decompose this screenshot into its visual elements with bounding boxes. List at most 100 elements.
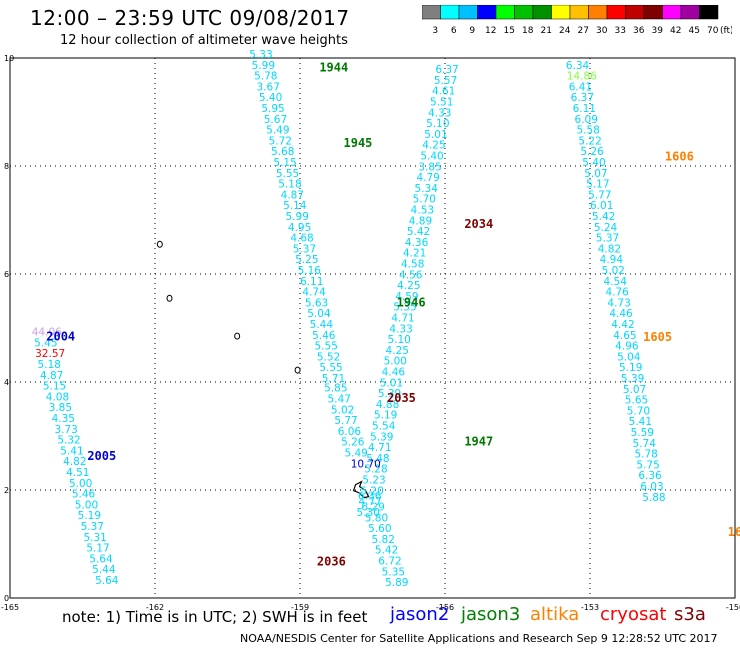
pass-time-label: 2005 xyxy=(87,449,116,463)
wave-height-value: 5.20 xyxy=(360,485,383,497)
wave-height-value: 5.14 xyxy=(283,200,307,212)
pass-time-label: 160 xyxy=(728,525,740,539)
wave-height-value: 4.33 xyxy=(428,107,451,119)
wave-height-value: 4.59 xyxy=(395,291,418,303)
wave-height-value: 4.25 xyxy=(397,280,420,292)
satellite-legend-jason2: jason2 xyxy=(390,604,450,625)
wave-height-value: 5.15 xyxy=(273,157,296,169)
wave-height-value: 4.73 xyxy=(607,297,630,309)
wave-height-value: 5.37 xyxy=(81,521,104,533)
wave-height-value: 5.74 xyxy=(633,438,657,450)
wave-height-map: -165 -162 -159 -156 -153 -150 0 2 4 6 8 10 44.065.45… xyxy=(1,49,740,610)
wave-height-value: 4.61 xyxy=(432,86,455,98)
legend-label-24: 24 xyxy=(559,26,571,36)
wave-height-value: 6.09 xyxy=(575,114,598,126)
wave-height-value: 5.39 xyxy=(370,431,393,443)
wave-height-value: 5.07 xyxy=(584,168,607,180)
wave-height-value: 4.88 xyxy=(376,399,399,411)
wave-height-value: 5.18 xyxy=(38,359,61,371)
pass-time-label: 1606 xyxy=(665,150,694,164)
wave-height-value: 14.86 xyxy=(567,71,597,83)
legend-label-18: 18 xyxy=(522,26,534,36)
legend-label-15: 15 xyxy=(504,26,515,36)
wave-height-value: 5.19 xyxy=(78,510,101,522)
wave-height-value: 5.35 xyxy=(382,566,405,578)
wave-height-value: 5.72 xyxy=(269,135,292,147)
wave-height-value: 5.49 xyxy=(344,448,367,460)
page-subtitle: 12 hour collection of altimeter wave hei… xyxy=(60,33,348,48)
wave-height-value: 5.40 xyxy=(420,151,443,163)
wave-height-value: 4.53 xyxy=(411,205,434,217)
wave-height-value: 5.48 xyxy=(366,453,389,465)
legend-label-70: 70 xyxy=(707,26,719,36)
wave-height-value: 4.25 xyxy=(386,345,409,357)
wave-height-value: 5.28 xyxy=(364,464,387,476)
wave-height-value: 4.82 xyxy=(598,243,621,255)
legend-unit: (ft) xyxy=(720,26,732,36)
satellite-legend-altika: altika xyxy=(530,604,580,625)
satellite-legend-jason3: jason3 xyxy=(461,604,521,625)
wave-height-value: 5.68 xyxy=(271,146,294,158)
legend-label-36: 36 xyxy=(633,26,645,36)
wave-height-value: 4.68 xyxy=(290,233,313,245)
wave-height-value: 3.85 xyxy=(418,161,441,173)
island-outline xyxy=(294,366,301,374)
y-tick-label: 0 xyxy=(4,594,9,603)
wave-height-value: 5.00 xyxy=(75,499,98,511)
pass-time-label: 2035 xyxy=(387,391,416,405)
wave-height-value: 5.17 xyxy=(86,543,109,555)
wave-height-value: 5.10 xyxy=(426,118,449,130)
wave-height-value: 5.42 xyxy=(407,226,430,238)
wave-height-value: 5.85 xyxy=(324,383,347,395)
legend-label-39: 39 xyxy=(652,26,664,36)
wave-height-value: 6.41 xyxy=(569,81,592,93)
x-tick-label: -153 xyxy=(581,603,599,610)
wave-height-value: 5.64 xyxy=(89,553,113,565)
wave-height-value: 3.73 xyxy=(54,424,77,436)
y-tick-label: 6 xyxy=(4,270,9,279)
wave-height-value: 5.37 xyxy=(596,233,619,245)
wave-height-value: 4.25 xyxy=(422,140,445,152)
wave-height-value: 5.59 xyxy=(631,427,654,439)
wave-height-value: 6.34 xyxy=(566,60,590,72)
wave-height-value: 5.42 xyxy=(375,545,398,557)
wave-height-value: 5.89 xyxy=(385,577,408,589)
y-tick-label: 4 xyxy=(4,378,9,387)
legend-label-9: 9 xyxy=(469,26,475,36)
wave-height-value: 5.57 xyxy=(434,75,457,87)
x-tick-label: -150 xyxy=(726,603,740,610)
wave-height-value: 6.36 xyxy=(358,491,382,503)
legend-label-27: 27 xyxy=(578,26,589,36)
wave-height-value: 5.22 xyxy=(578,135,601,147)
pass-time-label: 1944 xyxy=(319,61,348,75)
wave-height-value: 4.58 xyxy=(401,259,424,271)
island-outline xyxy=(166,294,173,302)
wave-height-value: 4.87 xyxy=(281,189,304,201)
pass-time-label: 2004 xyxy=(46,329,75,343)
legend-label-3: 3 xyxy=(432,26,438,36)
wave-height-value: 5.39 xyxy=(621,373,644,385)
wave-height-value: 5.77 xyxy=(588,189,611,201)
wave-height-value: 4.08 xyxy=(46,391,69,403)
page-title: 12:00 – 23:59 UTC 09/08/2017 xyxy=(30,6,350,30)
wave-height-value: 5.01 xyxy=(380,377,403,389)
wave-height-value: 5.02 xyxy=(602,265,625,277)
wave-height-value: 5.58 xyxy=(576,125,599,137)
wave-height-value: 5.46 xyxy=(72,489,96,501)
legend-label-42: 42 xyxy=(670,26,681,36)
wave-height-value: 5.51 xyxy=(430,97,453,109)
wave-height-value: 6.36 xyxy=(638,470,662,482)
wave-height-value: 4.94 xyxy=(600,254,624,266)
satellite-legend-s3a: s3a xyxy=(674,604,706,625)
wave-height-value: 5.41 xyxy=(629,416,652,428)
island-outline xyxy=(352,480,370,499)
legend-label-21: 21 xyxy=(541,26,552,36)
wave-height-value: 6.29 xyxy=(361,502,384,514)
wave-height-value: 5.46 xyxy=(312,330,336,342)
wave-height-value: 5.33 xyxy=(249,49,272,61)
wave-height-value: 5.78 xyxy=(254,71,277,83)
wave-height-value: 4.87 xyxy=(40,370,63,382)
wave-height-value: 5.00 xyxy=(384,356,407,368)
wave-height-value: 4.71 xyxy=(368,442,391,454)
wave-height-value: 5.42 xyxy=(592,211,615,223)
